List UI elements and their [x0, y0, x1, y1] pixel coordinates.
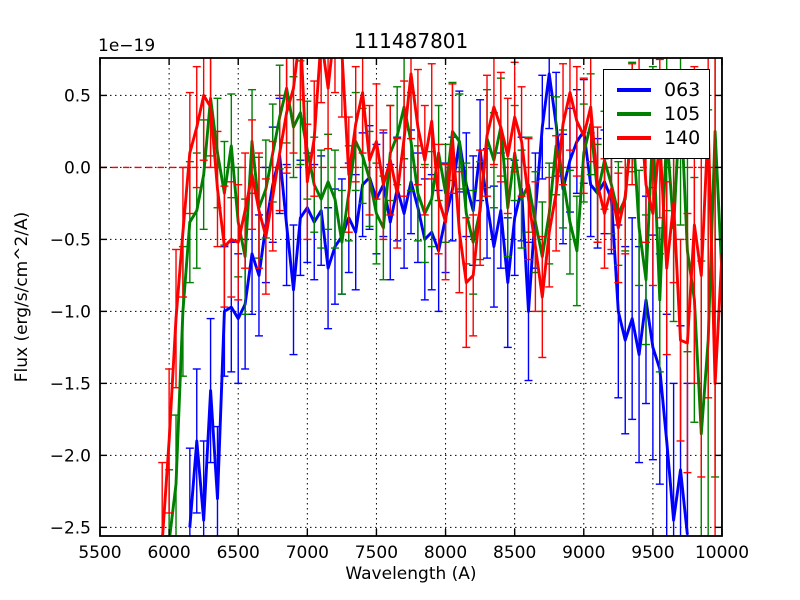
- svg-text:−1.0: −1.0: [50, 302, 91, 322]
- svg-text:0.0: 0.0: [64, 158, 91, 178]
- svg-text:9500: 9500: [631, 543, 674, 563]
- svg-text:0.5: 0.5: [64, 86, 91, 106]
- chart-title: 111487801: [353, 29, 469, 53]
- x-tick-labels: 5500 6000 6500 7000 7500 8000 8500 9000 9500 1000…: [78, 543, 749, 563]
- svg-text:9000: 9000: [562, 543, 605, 563]
- y-tick-labels: 0.5 0.0 −0.5 −1.0 −1.5 −2.0 −2.5: [50, 86, 91, 538]
- legend: 063 105 140: [603, 69, 710, 159]
- y-axis-label: Flux (erg/s/cm^2/A): [12, 211, 32, 383]
- svg-text:−2.5: −2.5: [50, 518, 91, 538]
- axes-frame: [99, 57, 723, 537]
- legend-line-swatch-105: [617, 112, 651, 116]
- legend-entry-063: 063: [617, 79, 701, 101]
- svg-text:7500: 7500: [355, 543, 398, 563]
- legend-entry-105: 105: [617, 103, 701, 125]
- svg-text:5500: 5500: [78, 543, 121, 563]
- svg-text:6500: 6500: [217, 543, 260, 563]
- legend-label-105: 105: [664, 103, 701, 125]
- legend-label-063: 063: [664, 79, 701, 101]
- legend-line-swatch-140: [617, 136, 651, 140]
- svg-text:8000: 8000: [424, 543, 467, 563]
- svg-text:7000: 7000: [286, 543, 329, 563]
- tick-marks: [99, 58, 723, 536]
- x-axis-label: Wavelength (A): [345, 564, 477, 584]
- svg-text:10000: 10000: [695, 543, 749, 563]
- svg-text:−0.5: −0.5: [50, 230, 91, 250]
- legend-line-swatch-063: [617, 88, 651, 92]
- series-line-140: [161, 58, 722, 536]
- svg-text:6000: 6000: [147, 543, 190, 563]
- svg-text:8500: 8500: [493, 543, 536, 563]
- svg-text:−2.0: −2.0: [50, 446, 91, 466]
- legend-entry-140: 140: [617, 127, 701, 149]
- svg-text:−1.5: −1.5: [50, 374, 91, 394]
- legend-label-140: 140: [664, 127, 701, 149]
- y-axis-offset-text: 1e−19: [98, 36, 156, 56]
